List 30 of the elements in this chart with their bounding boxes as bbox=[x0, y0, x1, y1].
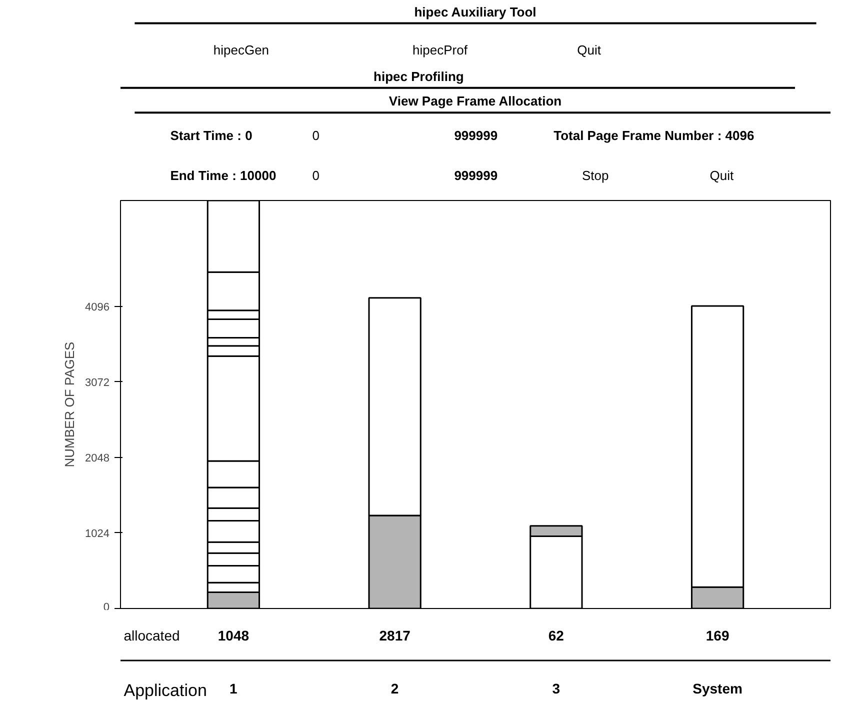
text: hipecProf bbox=[412, 42, 468, 58]
text: 999999 bbox=[454, 128, 498, 143]
x-tick-label: 1 bbox=[230, 680, 238, 696]
text: Quit bbox=[710, 168, 734, 183]
text: 0 bbox=[312, 168, 320, 183]
text: hipec Auxiliary Tool bbox=[414, 4, 536, 20]
text: 169 bbox=[706, 628, 730, 644]
text: allocated bbox=[124, 628, 180, 644]
x-tick-label: System bbox=[692, 680, 742, 696]
text: Start Time : 0 bbox=[170, 128, 252, 143]
x-tick-label: 3 bbox=[552, 680, 560, 696]
text: 2817 bbox=[379, 628, 411, 644]
text: 999999 bbox=[454, 168, 498, 183]
chart-title: View Page Frame Allocation bbox=[388, 94, 562, 109]
text: 1048 bbox=[218, 628, 250, 644]
text: Quit bbox=[577, 42, 602, 58]
y-tick-label: 3072 bbox=[85, 376, 110, 389]
y-tick-label: 4096 bbox=[85, 301, 110, 314]
x-tick-label: 2 bbox=[390, 680, 399, 696]
y-axis-title: NUMBER OF PAGES bbox=[62, 341, 78, 468]
text: Total Page Frame Number : 4096 bbox=[554, 128, 754, 143]
y-tick-label: 1024 bbox=[85, 528, 110, 540]
y-tick-label: 2048 bbox=[85, 452, 110, 464]
x-axis-title: Application bbox=[124, 681, 207, 700]
text: hipec Profiling bbox=[374, 69, 464, 84]
text: hipecGen bbox=[213, 42, 270, 58]
text: 62 bbox=[548, 628, 564, 644]
text: 0 bbox=[312, 128, 320, 143]
text: Stop bbox=[582, 168, 609, 183]
text: End Time : 10000 bbox=[170, 168, 276, 183]
